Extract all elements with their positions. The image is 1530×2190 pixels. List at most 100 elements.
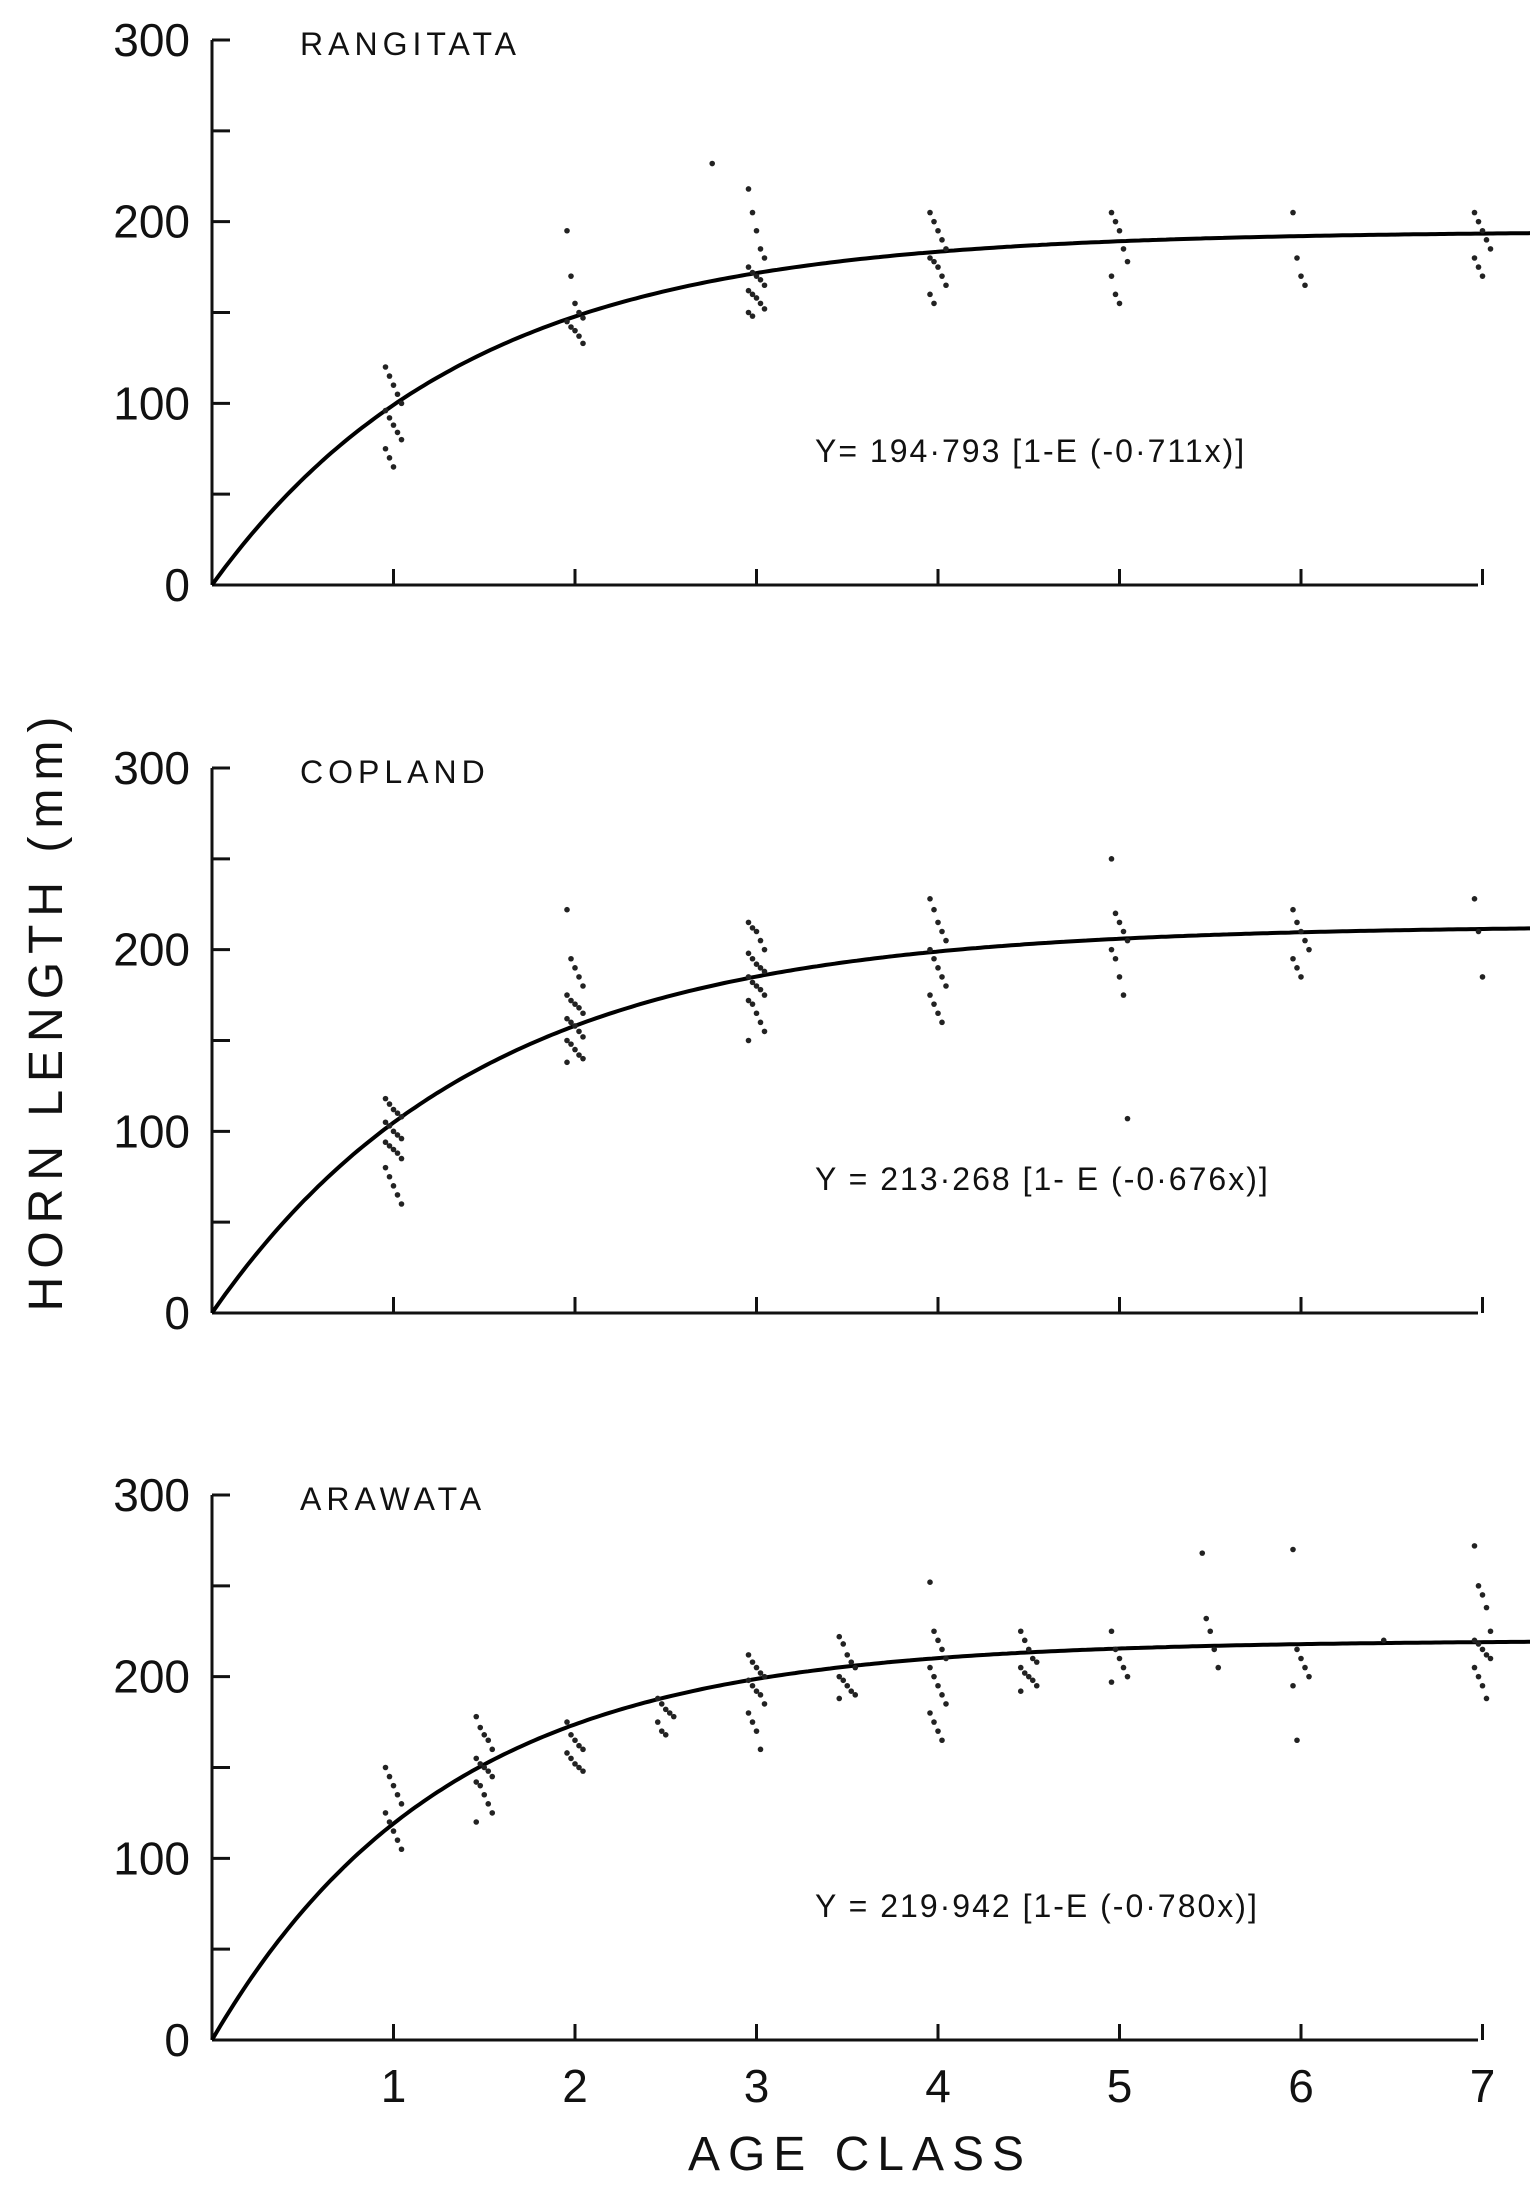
data-point — [394, 1132, 401, 1138]
data-point — [1471, 1637, 1478, 1644]
data-point — [1116, 919, 1123, 926]
data-point — [943, 983, 949, 989]
data-point — [398, 1201, 405, 1207]
data-point — [927, 1579, 933, 1585]
data-point — [390, 1146, 397, 1153]
data-point — [931, 258, 937, 265]
data-point — [1380, 1637, 1387, 1644]
data-point — [382, 1764, 389, 1771]
data-point — [398, 436, 405, 443]
data-point — [757, 1670, 764, 1676]
x-tick-label: 1 — [381, 2060, 407, 2112]
data-point — [1487, 1655, 1494, 1662]
data-point — [927, 1710, 933, 1716]
data-point — [761, 1028, 768, 1035]
y-tick-label: 0 — [164, 2014, 190, 2066]
data-point — [1479, 1592, 1486, 1598]
data-point — [572, 1046, 578, 1053]
data-point — [939, 273, 945, 279]
data-point — [481, 1764, 488, 1771]
data-point — [749, 313, 756, 319]
data-point — [749, 1682, 756, 1689]
data-point — [935, 919, 941, 926]
panel-title: ARAWATA — [300, 1481, 486, 1517]
data-point — [1108, 1679, 1115, 1685]
y-tick-label: 100 — [113, 377, 190, 429]
data-point — [745, 919, 752, 926]
fit-equation: Y = 219·942 [1-E (-0·780x)] — [815, 1888, 1259, 1924]
x-tick-label: 4 — [925, 2060, 951, 2112]
data-point — [761, 968, 768, 975]
data-point — [1302, 282, 1308, 289]
panel-arawata: 0 100 200 300 1 2 3 4 5 6 7 ARAWATA Y = 219·942 [1-E… — [113, 1469, 1530, 2112]
data-point — [927, 896, 933, 902]
data-point — [394, 429, 401, 436]
data-point — [939, 237, 945, 243]
data-point — [709, 160, 715, 167]
data-point — [382, 1095, 389, 1102]
data-point — [572, 327, 578, 334]
data-point — [745, 997, 752, 1004]
data-point — [382, 407, 389, 414]
data-point — [745, 264, 752, 270]
data-point — [477, 1782, 484, 1789]
data-point — [931, 1719, 937, 1725]
y-axis-title: HORN LENGTH (mm) — [20, 709, 73, 1312]
data-point — [386, 1143, 393, 1149]
x-tick-label: 2 — [562, 2060, 588, 2112]
data-point — [1120, 1664, 1127, 1671]
data-point — [658, 1701, 665, 1707]
y-tick-label: 200 — [113, 1651, 190, 1703]
data-point — [386, 1123, 393, 1129]
data-point — [382, 364, 389, 370]
data-point — [1290, 209, 1296, 216]
data-point — [654, 1695, 661, 1702]
data-point — [761, 946, 768, 953]
data-point — [844, 1652, 851, 1658]
data-point — [935, 264, 941, 270]
data-point — [757, 246, 764, 252]
data-point — [390, 1106, 397, 1113]
data-point — [572, 1737, 578, 1744]
data-point — [1294, 255, 1300, 261]
panel-title: COPLAND — [300, 754, 490, 790]
data-point — [1108, 209, 1115, 216]
data-point — [658, 1728, 665, 1734]
data-point — [1017, 1628, 1024, 1635]
data-point — [753, 1688, 760, 1694]
data-point — [931, 1673, 937, 1680]
data-point — [1475, 1673, 1482, 1680]
data-point — [840, 1641, 847, 1647]
data-point — [927, 209, 933, 216]
data-point — [757, 937, 764, 944]
data-point — [1298, 1655, 1304, 1662]
data-point — [931, 906, 937, 913]
data-point — [477, 1761, 484, 1767]
data-point — [1298, 928, 1304, 935]
data-point — [927, 946, 933, 953]
data-point — [473, 1713, 480, 1720]
data-point — [473, 1819, 480, 1825]
data-point — [927, 255, 933, 261]
data-point — [382, 1810, 389, 1816]
data-point — [1471, 209, 1478, 216]
data-point — [386, 373, 393, 379]
data-point — [757, 986, 764, 993]
data-point — [576, 1742, 582, 1749]
data-point — [489, 1746, 496, 1753]
y-tick-label: 0 — [164, 1287, 190, 1339]
data-point — [935, 965, 941, 971]
data-point — [576, 1005, 582, 1011]
data-point — [757, 965, 764, 971]
data-point — [1025, 1673, 1032, 1680]
data-point — [935, 1728, 941, 1734]
data-point — [840, 1677, 847, 1684]
y-tick-label: 300 — [113, 1469, 190, 1521]
data-point — [382, 1139, 389, 1146]
data-point — [568, 955, 574, 962]
data-point — [753, 928, 760, 935]
data-point — [386, 1773, 393, 1780]
data-point — [576, 1028, 582, 1035]
